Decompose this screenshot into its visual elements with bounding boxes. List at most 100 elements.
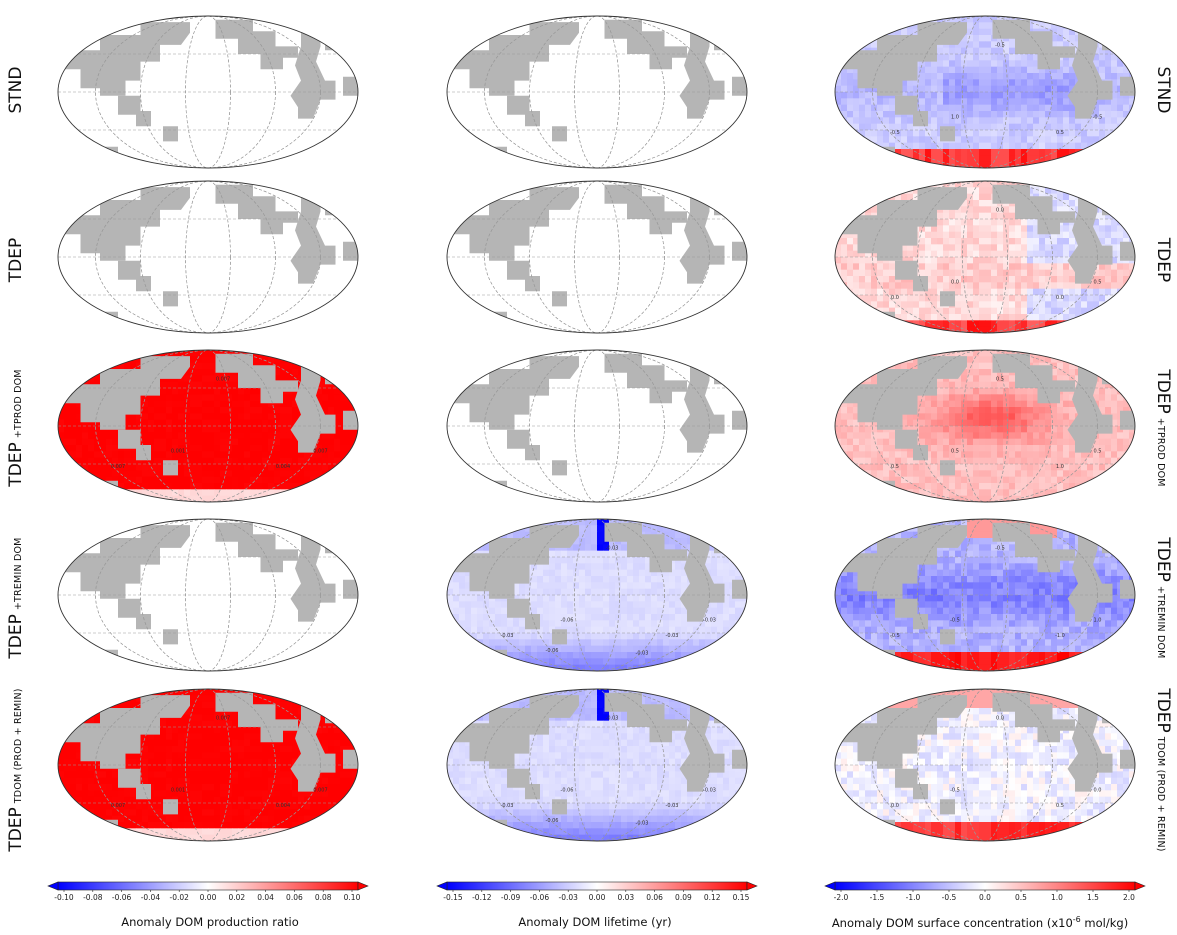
- heatmap-cell: [489, 771, 496, 779]
- heatmap-cell: [172, 771, 179, 779]
- heatmap-cell: [465, 538, 472, 545]
- heatmap-cell: [316, 822, 323, 829]
- heatmap-cell: [184, 727, 191, 734]
- heatmap-cell: [286, 746, 293, 753]
- heatmap-cell: [82, 803, 89, 810]
- heatmap-cell: [268, 419, 275, 427]
- heatmap-cell: [88, 701, 95, 709]
- heatmap-cell: [112, 803, 119, 810]
- heatmap-cell: [711, 626, 718, 634]
- heatmap-cell: [459, 720, 466, 728]
- heatmap-cell: [244, 803, 251, 810]
- heatmap-cell: [214, 796, 221, 804]
- heatmap-cell: [226, 476, 233, 484]
- heatmap-cell: [124, 765, 131, 772]
- heatmap-cell: [262, 815, 269, 823]
- heatmap-cell: [681, 828, 688, 836]
- heatmap-cell: [328, 739, 335, 747]
- heatmap-cell: [202, 476, 209, 484]
- heatmap-cell: [220, 426, 227, 433]
- heatmap-cell: [573, 758, 580, 766]
- heatmap-cell: [453, 708, 460, 715]
- heatmap-cell: [352, 483, 358, 490]
- heatmap-cell: [621, 595, 628, 602]
- heatmap-cell: [190, 495, 197, 502]
- heatmap-cell: [639, 771, 646, 779]
- heatmap-cell: [268, 828, 275, 836]
- heatmap-cell: [621, 620, 628, 628]
- heatmap-cell: [567, 576, 574, 583]
- heatmap-cell: [615, 569, 622, 577]
- heatmap-cell: [166, 822, 173, 829]
- heatmap-cell: [705, 525, 712, 533]
- land-mass: [215, 522, 298, 573]
- heatmap-cell: [172, 407, 179, 414]
- heatmap-cell: [64, 689, 71, 696]
- heatmap-cell: [274, 815, 281, 823]
- heatmap-cell: [142, 413, 149, 421]
- heatmap-cell: [322, 362, 329, 370]
- heatmap-cell: [573, 803, 580, 810]
- heatmap-cell: [82, 419, 89, 427]
- heatmap-cell: [633, 790, 640, 798]
- heatmap-cell: [513, 531, 520, 539]
- heatmap-cell: [495, 834, 502, 841]
- heatmap-cell: [286, 438, 293, 446]
- heatmap-cell: [100, 834, 107, 841]
- heatmap-cell: [537, 626, 544, 634]
- heatmap-cell: [717, 626, 724, 634]
- heatmap-cell: [711, 790, 718, 798]
- heatmap-cell: [70, 476, 77, 484]
- heatmap-cell: [705, 809, 712, 817]
- heatmap-cell: [585, 639, 592, 647]
- heatmap-cell: [328, 445, 335, 452]
- heatmap-cell: [328, 400, 335, 408]
- heatmap-cell: [507, 803, 514, 810]
- heatmap-cell: [561, 607, 568, 615]
- heatmap-cell: [58, 733, 65, 741]
- heatmap-cell: [687, 664, 694, 671]
- heatmap-cell: [471, 652, 478, 659]
- heatmap-cell: [316, 381, 323, 389]
- heatmap-cell: [627, 652, 634, 659]
- heatmap-cell: [250, 438, 257, 446]
- heatmap-cell: [322, 432, 329, 440]
- heatmap-cell: [208, 701, 215, 709]
- land-mass: [290, 696, 336, 792]
- heatmap-cell: [735, 695, 742, 703]
- heatmap-cell: [184, 689, 191, 696]
- heatmap-cell: [735, 720, 742, 728]
- heatmap-cell: [447, 758, 454, 766]
- heatmap-cell: [669, 519, 676, 526]
- heatmap-cell: [154, 746, 161, 753]
- heatmap-cell: [178, 451, 185, 459]
- heatmap-cell: [154, 476, 161, 484]
- heatmap-cell: [238, 413, 245, 421]
- heatmap-cell: [477, 626, 484, 634]
- heatmap-cell: [585, 664, 592, 671]
- heatmap-cell: [609, 714, 616, 722]
- heatmap-cell: [465, 645, 472, 653]
- colorbar-tick-label: -0.08: [83, 893, 103, 902]
- heatmap-cell: [669, 563, 676, 571]
- heatmap-cell: [729, 771, 736, 779]
- heatmap-cell: [645, 746, 652, 753]
- heatmap-cell: [591, 714, 598, 722]
- heatmap-cell: [136, 689, 143, 696]
- heatmap-cell: [310, 470, 317, 478]
- heatmap-cell: [621, 652, 628, 659]
- heatmap-cell: [202, 809, 209, 817]
- heatmap-cell: [202, 733, 209, 741]
- heatmap-cell: [160, 828, 167, 836]
- heatmap-cell: [64, 483, 71, 490]
- heatmap-cell: [136, 815, 143, 823]
- heatmap-cell: [316, 695, 323, 703]
- heatmap-cell: [112, 809, 119, 817]
- heatmap-cell: [292, 407, 299, 414]
- heatmap-cell: [64, 381, 71, 389]
- heatmap-cell: [178, 445, 185, 452]
- heatmap-cell: [507, 701, 514, 709]
- heatmap-cell: [621, 689, 628, 696]
- heatmap-cell: [609, 784, 616, 791]
- heatmap-cell: [214, 483, 221, 490]
